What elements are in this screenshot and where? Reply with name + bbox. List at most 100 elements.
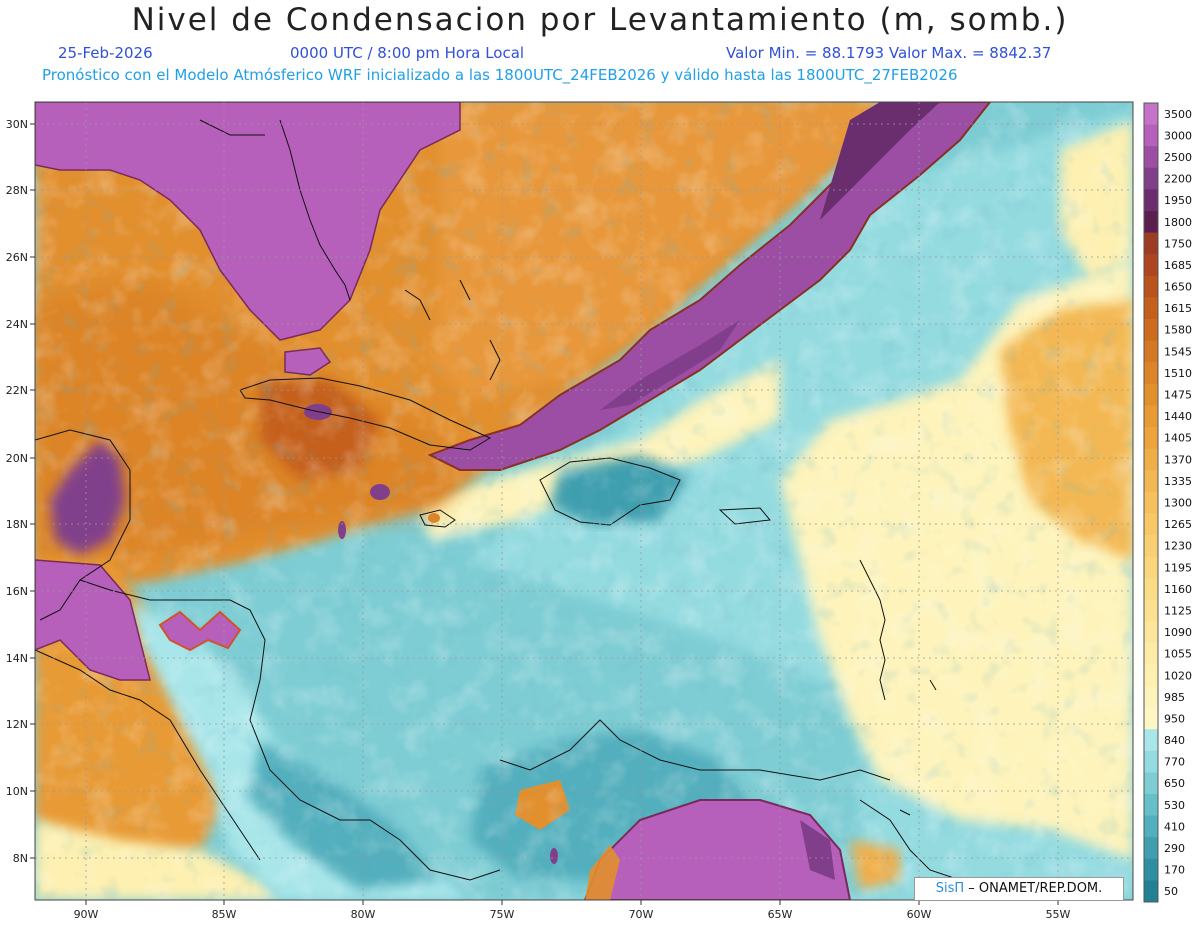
colorbar-label: 3000 xyxy=(1164,129,1192,142)
lon-tick: 85W xyxy=(212,900,237,921)
colorbar-swatch xyxy=(1144,470,1158,493)
colorbar-label: 1650 xyxy=(1164,281,1192,294)
colorbar-label: 170 xyxy=(1164,864,1185,877)
lat-tick: 18N xyxy=(6,518,35,531)
svg-text:26N: 26N xyxy=(6,251,28,264)
colorbar-swatch xyxy=(1144,103,1158,126)
colorbar-swatch xyxy=(1144,686,1158,709)
svg-text:90W: 90W xyxy=(74,908,99,921)
colorbar-swatch xyxy=(1144,729,1158,752)
colorbar-label: 50 xyxy=(1164,885,1178,898)
svg-text:80W: 80W xyxy=(351,908,376,921)
colorbar-label: 1615 xyxy=(1164,302,1192,315)
lat-tick: 8N xyxy=(13,852,35,865)
colorbar-label: 1580 xyxy=(1164,324,1192,337)
colorbar-label: 1020 xyxy=(1164,669,1192,682)
colorbar-swatch xyxy=(1144,772,1158,795)
shaded-field xyxy=(35,102,1133,900)
colorbar-label: 530 xyxy=(1164,799,1185,812)
colorbar-label: 1545 xyxy=(1164,345,1192,358)
colorbar-swatch xyxy=(1144,707,1158,730)
colorbar: 3500 3000 2500 2200 1950 1800 1750 1685 1650 1615… xyxy=(1143,102,1192,903)
date-label: 25-Feb-2026 xyxy=(58,44,153,62)
latitude-axis: 30N 28N 26N 24N 22N 20N 18N 16N 14N 12N … xyxy=(6,118,35,865)
svg-text:28N: 28N xyxy=(6,184,28,197)
svg-text:60W: 60W xyxy=(907,908,932,921)
colorbar-swatch xyxy=(1144,491,1158,514)
lon-tick: 90W xyxy=(74,900,99,921)
svg-text:22N: 22N xyxy=(6,384,28,397)
colorbar-label: 1195 xyxy=(1164,561,1192,574)
colorbar-label: 985 xyxy=(1164,691,1185,704)
colorbar-label: 1055 xyxy=(1164,648,1192,661)
colorbar-label: 1800 xyxy=(1164,216,1192,229)
chart-title: Nivel de Condensacion por Levantamiento … xyxy=(131,2,1069,38)
lon-tick: 65W xyxy=(768,900,793,921)
colorbar-label: 410 xyxy=(1164,820,1185,833)
colorbar-label: 290 xyxy=(1164,842,1185,855)
svg-text:20N: 20N xyxy=(6,452,28,465)
colorbar-label: 1750 xyxy=(1164,237,1192,250)
svg-text:70W: 70W xyxy=(629,908,654,921)
credit-text: – ONAMET/REP.DOM. xyxy=(964,881,1103,896)
colorbar-swatch xyxy=(1144,448,1158,471)
colorbar-swatch xyxy=(1144,556,1158,579)
colorbar-swatch xyxy=(1144,642,1158,665)
colorbar-label: 1685 xyxy=(1164,259,1192,272)
colorbar-swatch xyxy=(1144,621,1158,644)
colorbar-swatch xyxy=(1144,362,1158,385)
lat-tick: 28N xyxy=(6,184,35,197)
colorbar-swatch xyxy=(1144,858,1158,881)
colorbar-frame xyxy=(1143,102,1159,903)
svg-text:24N: 24N xyxy=(6,318,28,331)
colorbar-label: 1475 xyxy=(1164,389,1192,402)
colorbar-label: 1265 xyxy=(1164,518,1192,531)
colorbar-swatch xyxy=(1144,189,1158,212)
colorbar-swatch xyxy=(1144,513,1158,536)
credit-box: SisΠ – ONAMET/REP.DOM. xyxy=(914,877,1124,901)
svg-text:65W: 65W xyxy=(768,908,793,921)
forecast-description: Pronóstico con el Modelo Atmósferico WRF… xyxy=(42,66,958,84)
colorbar-label: 1370 xyxy=(1164,453,1192,466)
colorbar-swatch xyxy=(1144,340,1158,363)
colorbar-swatch xyxy=(1144,275,1158,298)
colorbar-swatch xyxy=(1144,383,1158,406)
svg-text:10N: 10N xyxy=(6,785,28,798)
colorbar-swatch xyxy=(1144,880,1158,903)
credit-brand: SisΠ xyxy=(935,881,965,896)
colorbar-label: 1510 xyxy=(1164,367,1192,380)
lon-tick: 55W xyxy=(1046,900,1071,921)
colorbar-label: 1405 xyxy=(1164,432,1192,445)
colorbar-label: 770 xyxy=(1164,756,1185,769)
svg-text:8N: 8N xyxy=(13,852,28,865)
colorbar-label: 950 xyxy=(1164,712,1185,725)
colorbar-swatch xyxy=(1144,599,1158,622)
colorbar-swatch xyxy=(1144,318,1158,342)
lat-tick: 16N xyxy=(6,585,35,598)
lon-tick: 70W xyxy=(629,900,654,921)
lat-tick: 12N xyxy=(6,718,35,731)
colorbar-swatch xyxy=(1144,167,1158,190)
colorbar-swatch xyxy=(1144,815,1158,838)
colorbar-swatch xyxy=(1144,210,1158,234)
colorbar-swatch xyxy=(1144,426,1158,450)
lat-tick: 26N xyxy=(6,251,35,264)
time-label: 0000 UTC / 8:00 pm Hora Local xyxy=(290,44,525,62)
lat-tick: 30N xyxy=(6,118,35,131)
colorbar-label: 1335 xyxy=(1164,475,1192,488)
lat-tick: 10N xyxy=(6,785,35,798)
colorbar-label: 1230 xyxy=(1164,540,1192,553)
colorbar-label: 1950 xyxy=(1164,194,1192,207)
longitude-axis: 90W 85W 80W 75W 70W 65W 60W 55W xyxy=(74,900,1071,921)
colorbar-label: 1090 xyxy=(1164,626,1192,639)
svg-text:30N: 30N xyxy=(6,118,28,131)
colorbar-label: 2200 xyxy=(1164,173,1192,186)
colorbar-swatch xyxy=(1144,837,1158,860)
lat-tick: 20N xyxy=(6,452,35,465)
lat-tick: 22N xyxy=(6,384,35,397)
colorbar-swatch xyxy=(1144,664,1158,687)
colorbar-label: 840 xyxy=(1164,734,1185,747)
svg-text:18N: 18N xyxy=(6,518,28,531)
svg-text:16N: 16N xyxy=(6,585,28,598)
